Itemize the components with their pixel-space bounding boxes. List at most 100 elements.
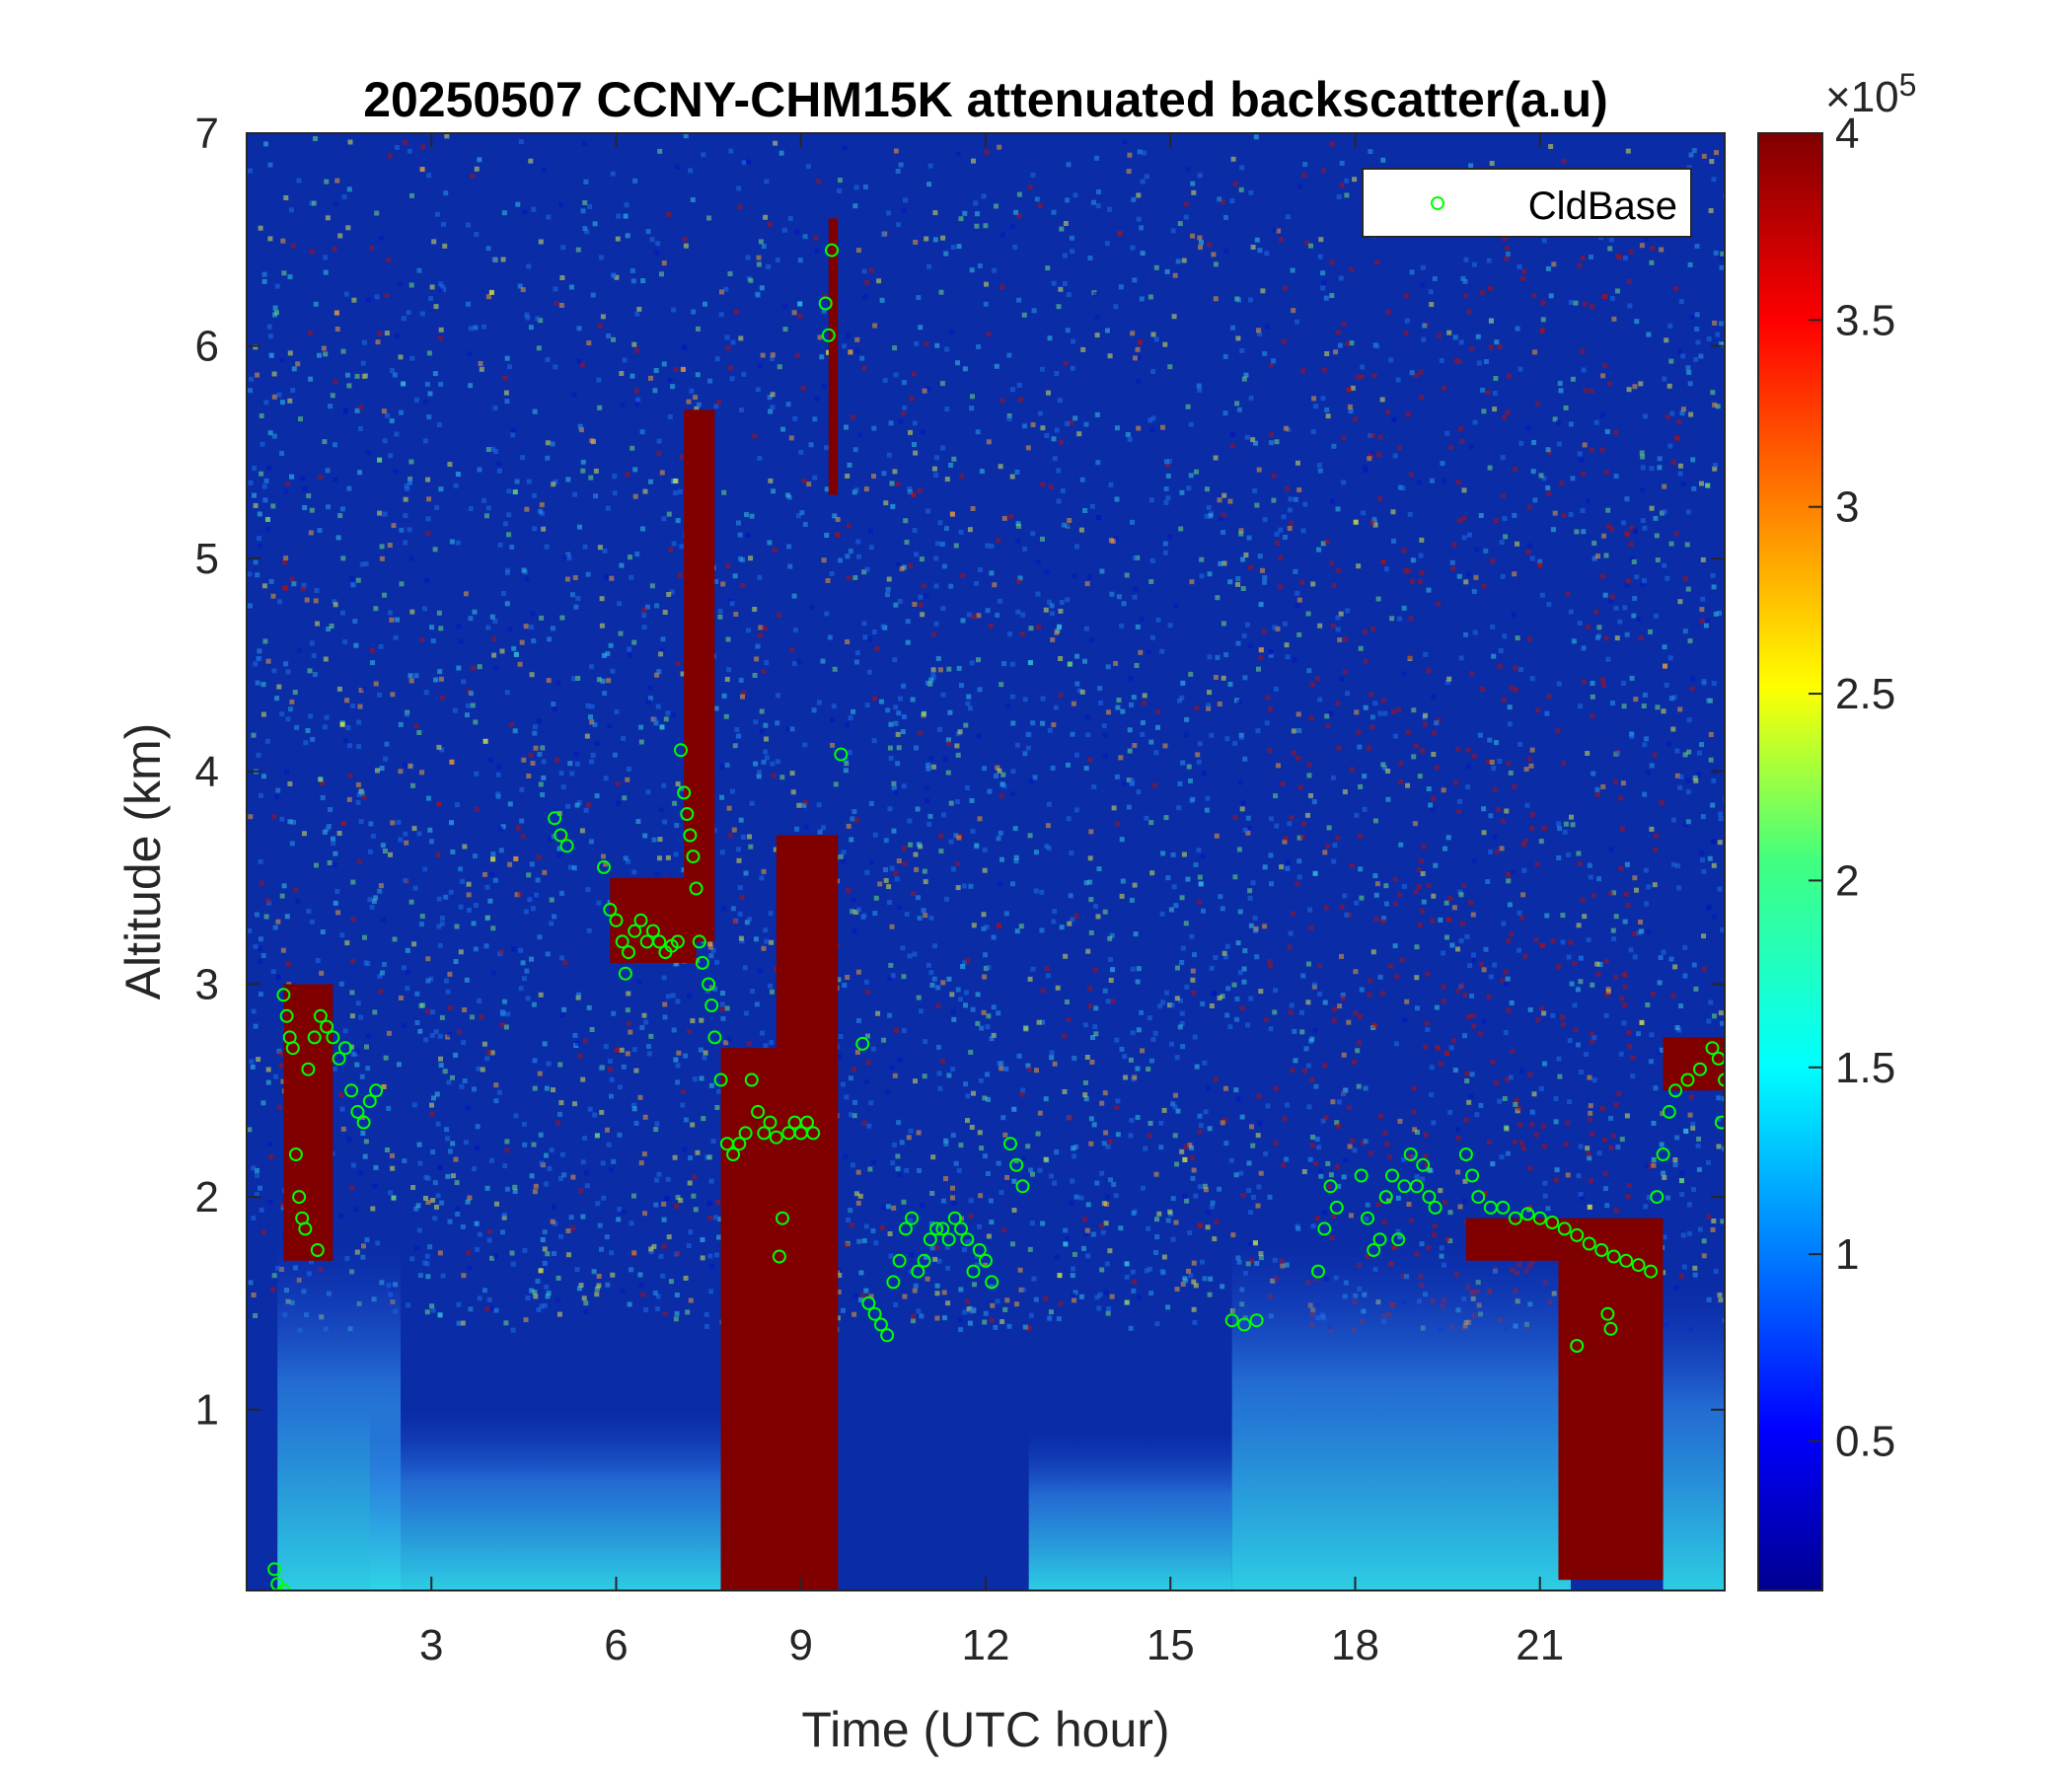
noise-speck bbox=[1708, 999, 1714, 1005]
noise-speck bbox=[675, 781, 681, 786]
noise-speck bbox=[1059, 439, 1064, 445]
noise-speck bbox=[846, 888, 851, 894]
noise-speck bbox=[1078, 1195, 1084, 1201]
noise-speck bbox=[1514, 687, 1518, 693]
noise-speck bbox=[261, 278, 267, 284]
noise-speck bbox=[912, 1288, 918, 1294]
noise-speck bbox=[342, 738, 348, 744]
noise-speck bbox=[1013, 854, 1019, 860]
noise-speck bbox=[1369, 520, 1375, 526]
noise-speck bbox=[367, 897, 373, 903]
noise-speck bbox=[1101, 1141, 1107, 1147]
noise-speck bbox=[1392, 943, 1398, 949]
noise-speck bbox=[394, 431, 400, 437]
noise-speck bbox=[671, 1027, 677, 1033]
noise-speck bbox=[1260, 288, 1266, 294]
noise-speck bbox=[1283, 535, 1288, 540]
noise-speck bbox=[366, 450, 372, 456]
noise-speck bbox=[1650, 992, 1656, 997]
noise-speck bbox=[472, 1166, 477, 1172]
noise-speck bbox=[524, 506, 530, 512]
noise-speck bbox=[1369, 692, 1374, 698]
noise-speck bbox=[1124, 1274, 1130, 1280]
noise-speck bbox=[555, 680, 561, 686]
noise-speck bbox=[986, 1013, 992, 1019]
noise-speck bbox=[419, 637, 425, 642]
noise-speck bbox=[424, 381, 430, 387]
noise-speck bbox=[473, 325, 479, 331]
noise-speck bbox=[520, 287, 526, 293]
noise-speck bbox=[489, 1050, 495, 1056]
noise-speck bbox=[1209, 1003, 1215, 1008]
noise-speck bbox=[845, 639, 851, 644]
noise-speck bbox=[648, 1249, 654, 1255]
noise-speck bbox=[976, 657, 981, 663]
noise-speck bbox=[854, 1050, 860, 1055]
noise-speck bbox=[1165, 463, 1171, 469]
noise-speck bbox=[1339, 160, 1345, 166]
noise-speck bbox=[570, 1174, 576, 1180]
noise-speck bbox=[1692, 775, 1698, 780]
noise-speck bbox=[1051, 209, 1057, 215]
noise-speck bbox=[1140, 732, 1146, 737]
noise-speck bbox=[1699, 742, 1705, 748]
noise-speck bbox=[1455, 746, 1461, 752]
noise-speck bbox=[1685, 365, 1691, 371]
noise-speck bbox=[974, 211, 980, 217]
noise-speck bbox=[1515, 326, 1520, 332]
noise-speck bbox=[1087, 879, 1093, 885]
noise-speck bbox=[719, 794, 725, 800]
noise-speck bbox=[887, 1012, 893, 1018]
noise-speck bbox=[901, 380, 907, 386]
noise-speck bbox=[1092, 967, 1098, 973]
noise-speck bbox=[1603, 1186, 1608, 1192]
noise-speck bbox=[1431, 1120, 1437, 1126]
noise-speck bbox=[507, 861, 513, 867]
noise-speck bbox=[1700, 556, 1706, 562]
noise-speck bbox=[953, 833, 959, 839]
noise-speck bbox=[916, 1130, 922, 1136]
noise-speck bbox=[708, 1082, 714, 1088]
noise-speck bbox=[1701, 1253, 1707, 1259]
noise-speck bbox=[844, 1094, 850, 1100]
noise-speck bbox=[1071, 1266, 1075, 1272]
noise-speck bbox=[1445, 835, 1451, 841]
noise-speck bbox=[1107, 206, 1113, 212]
noise-speck bbox=[528, 158, 534, 164]
noise-speck bbox=[713, 705, 719, 711]
noise-speck bbox=[429, 839, 434, 845]
noise-speck bbox=[957, 729, 963, 735]
noise-speck bbox=[1580, 471, 1586, 477]
noise-speck bbox=[647, 685, 653, 691]
noise-speck bbox=[870, 1046, 876, 1052]
noise-speck bbox=[1037, 1110, 1043, 1116]
noise-speck bbox=[1054, 1149, 1060, 1155]
noise-speck bbox=[1646, 929, 1652, 934]
noise-speck bbox=[1130, 331, 1136, 336]
noise-speck bbox=[383, 1055, 389, 1061]
noise-speck bbox=[510, 432, 516, 438]
noise-speck bbox=[403, 831, 408, 837]
noise-speck bbox=[462, 844, 468, 850]
noise-speck bbox=[1640, 581, 1646, 587]
noise-speck bbox=[493, 1098, 499, 1104]
noise-speck bbox=[669, 589, 675, 595]
noise-speck bbox=[1551, 261, 1557, 267]
noise-speck bbox=[759, 285, 765, 291]
noise-speck bbox=[1545, 485, 1551, 490]
noise-speck bbox=[338, 1214, 344, 1219]
noise-speck bbox=[965, 1118, 970, 1124]
noise-speck bbox=[1296, 597, 1302, 603]
noise-speck bbox=[1387, 1154, 1393, 1160]
noise-speck bbox=[983, 223, 989, 229]
noise-speck bbox=[1510, 1049, 1516, 1054]
noise-speck bbox=[763, 722, 769, 728]
noise-speck bbox=[632, 493, 638, 499]
noise-speck bbox=[1662, 644, 1667, 650]
noise-speck bbox=[1158, 1120, 1164, 1126]
noise-speck bbox=[896, 710, 902, 716]
noise-speck bbox=[1711, 681, 1717, 687]
noise-speck bbox=[932, 1256, 938, 1262]
noise-speck bbox=[1040, 1221, 1046, 1226]
noise-speck bbox=[977, 816, 983, 822]
